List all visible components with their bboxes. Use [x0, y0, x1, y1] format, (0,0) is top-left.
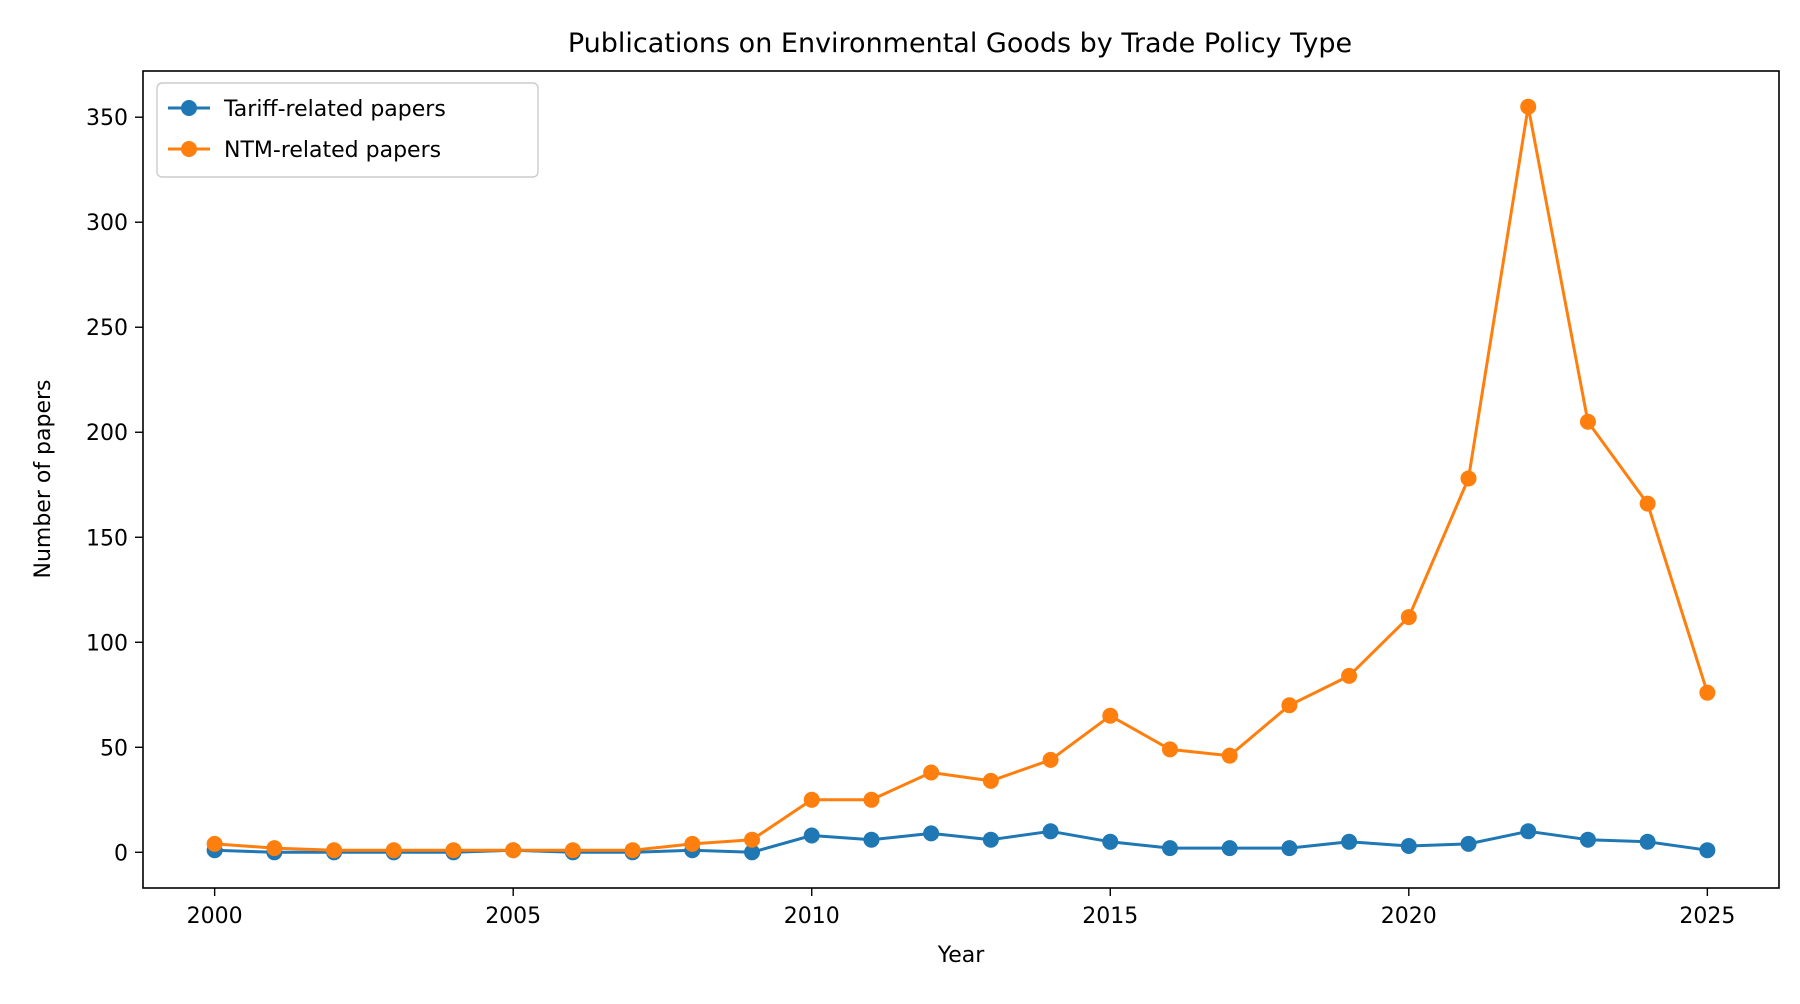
y-tick-label: 250	[86, 316, 128, 341]
x-tick-label: 2015	[1082, 904, 1138, 929]
data-point	[1161, 741, 1178, 758]
plot-area	[142, 70, 1780, 889]
series-line	[214, 829, 1708, 854]
y-tick-label: 100	[86, 631, 128, 656]
data-point	[744, 831, 761, 848]
y-tick-label: 200	[86, 421, 128, 446]
data-point	[445, 842, 462, 859]
data-point	[206, 835, 223, 852]
data-point	[1400, 609, 1417, 626]
legend-box	[156, 82, 539, 178]
data-point	[1699, 684, 1716, 701]
data-point	[863, 791, 880, 808]
data-point	[1042, 823, 1059, 840]
data-point	[1281, 697, 1298, 714]
data-point	[1579, 831, 1596, 848]
data-point	[1579, 413, 1596, 430]
data-point	[1520, 823, 1537, 840]
series-line	[214, 105, 1709, 852]
data-point	[1102, 833, 1119, 850]
y-axis-title: Number of papers	[31, 379, 56, 578]
data-point	[803, 827, 820, 844]
data-point	[982, 831, 999, 848]
data-point	[326, 842, 343, 859]
y-tick-label: 150	[86, 526, 128, 551]
data-point	[803, 791, 820, 808]
x-axis-title: Year	[937, 943, 986, 968]
data-point	[1042, 751, 1059, 768]
legend-swatch-marker	[181, 100, 197, 116]
data-point	[1460, 470, 1477, 487]
data-point	[1639, 495, 1656, 512]
data-point	[564, 842, 581, 859]
y-tick-label: 50	[100, 736, 128, 761]
data-point	[982, 772, 999, 789]
data-point	[1281, 840, 1298, 857]
data-point	[1341, 833, 1358, 850]
data-point	[1161, 840, 1178, 857]
data-point	[1400, 837, 1417, 854]
data-point	[1102, 707, 1119, 724]
data-point	[385, 842, 402, 859]
chart-title: Publications on Environmental Goods by T…	[568, 28, 1352, 59]
data-point	[1460, 835, 1477, 852]
data-point	[863, 831, 880, 848]
series-layer	[206, 98, 1716, 861]
data-point	[1221, 747, 1238, 764]
legend-label: Tariff-related papers	[223, 97, 446, 122]
x-tick-label: 2005	[485, 904, 541, 929]
x-tick-label: 2010	[784, 904, 840, 929]
y-tick-label: 350	[86, 106, 128, 131]
data-point	[744, 844, 761, 861]
data-point	[1221, 840, 1238, 857]
data-point	[505, 842, 522, 859]
legend-label: NTM-related papers	[224, 138, 441, 163]
data-point	[624, 842, 641, 859]
y-tick-label: 0	[114, 841, 128, 866]
x-tick-label: 2020	[1381, 904, 1437, 929]
data-point	[684, 835, 701, 852]
y-tick-label: 300	[86, 211, 128, 236]
x-axis: 2000 2005 2010 2015 2020 2025	[187, 888, 1735, 929]
legend-swatch-marker	[181, 141, 197, 157]
data-point	[923, 764, 940, 781]
data-point	[1520, 98, 1537, 115]
data-point	[1699, 842, 1716, 859]
x-tick-label: 2000	[187, 904, 243, 929]
legend-item: NTM-related papers	[168, 138, 441, 163]
data-point	[1341, 667, 1358, 684]
x-tick-label: 2025	[1679, 904, 1735, 929]
data-point	[1639, 833, 1656, 850]
legend: Tariff-related papers NTM-related papers	[156, 82, 539, 178]
y-axis: 0 50 100 150 200 250 300 350	[86, 106, 143, 866]
data-point	[923, 825, 940, 842]
legend-item: Tariff-related papers	[168, 97, 446, 122]
data-point	[266, 840, 283, 857]
series-2	[206, 98, 1716, 859]
